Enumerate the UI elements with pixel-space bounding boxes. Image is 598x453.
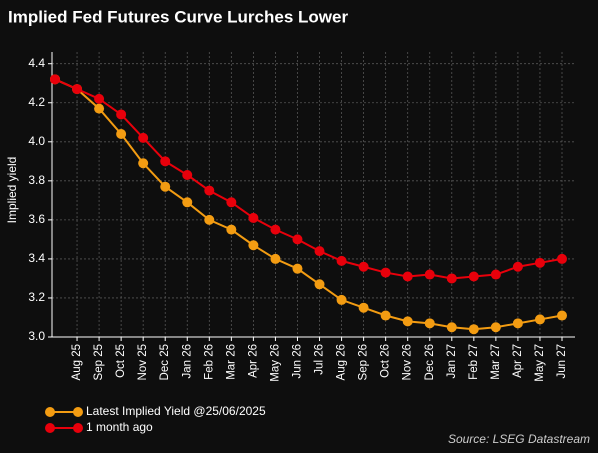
- data-point: [380, 310, 391, 321]
- data-point: [204, 185, 215, 196]
- x-tick-label: May 26: [269, 344, 281, 382]
- data-point: [138, 158, 149, 169]
- data-point: [72, 84, 83, 95]
- data-point: [116, 109, 127, 120]
- data-point: [270, 224, 281, 235]
- data-point: [226, 224, 237, 235]
- data-point: [94, 103, 105, 114]
- data-point: [446, 273, 457, 284]
- data-point: [557, 253, 567, 264]
- y-tick-label: 3.2: [28, 290, 45, 304]
- data-point: [380, 267, 391, 278]
- data-point: [534, 257, 545, 268]
- y-tick-label: 4.2: [28, 95, 45, 109]
- data-point: [160, 156, 171, 167]
- data-point: [424, 269, 435, 280]
- x-tick-label: Dec 25: [159, 344, 171, 380]
- x-tick-label: Feb 27: [468, 344, 480, 380]
- x-tick-label: Jun 27: [556, 344, 568, 379]
- x-tick-label: Nov 26: [402, 344, 414, 380]
- x-tick-label: May 27: [534, 344, 546, 382]
- data-point: [292, 263, 303, 274]
- data-point: [490, 322, 501, 333]
- data-point: [270, 253, 281, 264]
- data-point: [292, 234, 303, 245]
- x-tick-label: Oct 26: [380, 344, 392, 378]
- legend-marker: [45, 423, 55, 433]
- legend-label: Latest Implied Yield @25/06/2025: [86, 404, 266, 418]
- data-point: [226, 197, 237, 208]
- y-tick-label: 3.8: [28, 173, 45, 187]
- legend-marker: [73, 407, 83, 417]
- y-tick-label: 4.4: [28, 56, 45, 70]
- x-tick-label: Nov 25: [137, 344, 149, 380]
- x-tick-label: Oct 25: [115, 344, 127, 378]
- data-point: [336, 255, 347, 266]
- data-point: [204, 214, 215, 225]
- data-point: [160, 181, 171, 192]
- data-point: [336, 294, 347, 305]
- data-point: [94, 93, 105, 104]
- data-point: [248, 240, 259, 251]
- data-point: [138, 132, 149, 143]
- x-tick-label: Jul 26: [314, 344, 326, 375]
- chart-title: Implied Fed Futures Curve Lurches Lower: [8, 7, 348, 26]
- data-point: [182, 169, 193, 180]
- x-tick-label: Mar 27: [490, 344, 502, 380]
- data-point: [314, 279, 325, 290]
- x-tick-label: Dec 26: [424, 344, 436, 380]
- data-point: [116, 128, 127, 139]
- data-point: [182, 197, 193, 208]
- y-tick-label: 3.6: [28, 212, 45, 226]
- legend-label: 1 month ago: [86, 420, 153, 434]
- data-point: [314, 246, 325, 257]
- data-point: [358, 302, 369, 313]
- y-tick-label: 3.4: [28, 251, 45, 265]
- data-point: [468, 324, 479, 335]
- data-point: [446, 322, 457, 333]
- data-point: [424, 318, 435, 329]
- data-point: [402, 316, 413, 327]
- x-tick-label: Feb 26: [203, 344, 215, 380]
- data-point: [557, 310, 567, 321]
- x-tick-label: Apr 27: [512, 344, 524, 378]
- data-point: [534, 314, 545, 325]
- x-tick-label: Jan 26: [181, 344, 193, 379]
- y-tick-label: 4.0: [28, 134, 45, 148]
- legend-marker: [73, 423, 83, 433]
- legend-marker: [45, 407, 55, 417]
- data-point: [402, 271, 413, 282]
- x-tick-label: Aug 25: [71, 344, 83, 380]
- data-point: [512, 318, 523, 329]
- data-point: [248, 212, 259, 223]
- x-tick-label: Aug 26: [336, 344, 348, 380]
- data-point: [468, 271, 479, 282]
- y-tick-label: 3.0: [28, 329, 45, 343]
- data-point: [490, 269, 501, 280]
- data-point: [358, 261, 369, 272]
- data-point: [512, 261, 523, 272]
- source: Source: LSEG Datastream: [448, 432, 590, 446]
- x-tick-label: Apr 26: [247, 344, 259, 378]
- x-tick-label: Jun 26: [292, 344, 304, 379]
- y-axis-label: Implied yield: [5, 157, 19, 224]
- x-tick-label: Mar 26: [225, 344, 237, 380]
- x-tick-label: Sep 25: [93, 344, 105, 380]
- x-tick-label: Jan 27: [446, 344, 458, 379]
- data-point: [50, 74, 60, 85]
- x-tick-label: Sep 26: [358, 344, 370, 380]
